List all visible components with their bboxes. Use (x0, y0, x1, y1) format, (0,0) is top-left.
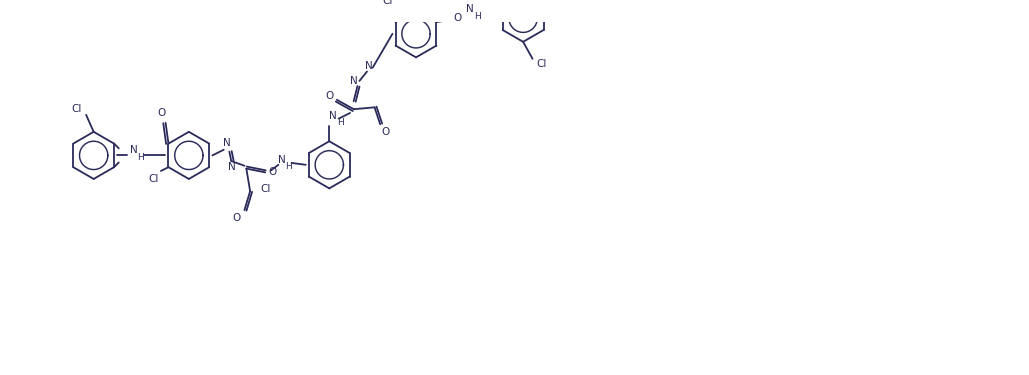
Text: N: N (350, 76, 358, 86)
Text: N: N (222, 138, 230, 148)
Text: O: O (269, 167, 277, 177)
Text: N: N (365, 61, 372, 71)
Text: O: O (453, 13, 461, 23)
Text: N: N (329, 111, 336, 121)
Text: Cl: Cl (383, 0, 393, 6)
Text: O: O (382, 127, 390, 137)
Text: O: O (325, 91, 333, 101)
Text: Cl: Cl (537, 60, 547, 69)
Text: O: O (233, 213, 241, 223)
Text: Cl: Cl (260, 184, 271, 194)
Text: N: N (466, 4, 474, 14)
Text: Cl: Cl (148, 174, 158, 184)
Text: N: N (131, 145, 138, 155)
Text: H: H (338, 118, 344, 127)
Text: N: N (228, 162, 236, 172)
Text: N: N (278, 155, 286, 165)
Text: Cl: Cl (71, 104, 82, 114)
Text: O: O (157, 108, 166, 118)
Text: H: H (285, 162, 292, 171)
Text: H: H (474, 12, 482, 21)
Text: H: H (138, 153, 144, 162)
